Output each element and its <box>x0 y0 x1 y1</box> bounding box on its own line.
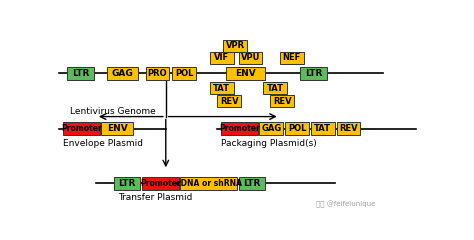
FancyBboxPatch shape <box>101 122 133 135</box>
Text: Promoter: Promoter <box>140 179 181 188</box>
Text: Transfer Plasmid: Transfer Plasmid <box>118 193 192 202</box>
FancyBboxPatch shape <box>238 52 263 64</box>
Text: Promoter: Promoter <box>219 124 260 133</box>
FancyBboxPatch shape <box>114 177 140 190</box>
Text: Packaging Plasmid(s): Packaging Plasmid(s) <box>221 139 317 148</box>
Text: REV: REV <box>220 97 238 106</box>
FancyBboxPatch shape <box>263 82 287 94</box>
Text: ENV: ENV <box>235 69 256 78</box>
Text: cDNA or shRNA: cDNA or shRNA <box>176 179 242 188</box>
FancyBboxPatch shape <box>337 122 360 135</box>
FancyBboxPatch shape <box>210 52 234 64</box>
Text: VPR: VPR <box>226 41 245 50</box>
FancyBboxPatch shape <box>142 177 179 190</box>
Text: REV: REV <box>273 97 292 106</box>
FancyBboxPatch shape <box>63 122 100 135</box>
Text: GAG: GAG <box>261 124 282 133</box>
FancyBboxPatch shape <box>223 40 247 52</box>
FancyBboxPatch shape <box>221 122 258 135</box>
FancyBboxPatch shape <box>210 82 234 94</box>
Text: Promoter: Promoter <box>61 124 101 133</box>
Text: POL: POL <box>288 124 306 133</box>
Text: Envelope Plasmid: Envelope Plasmid <box>63 139 143 148</box>
Text: PRO: PRO <box>148 69 167 78</box>
Text: VIF: VIF <box>214 54 229 62</box>
FancyBboxPatch shape <box>300 67 328 80</box>
FancyBboxPatch shape <box>66 67 94 80</box>
FancyBboxPatch shape <box>227 67 265 80</box>
Text: POL: POL <box>175 69 193 78</box>
Text: REV: REV <box>339 124 358 133</box>
Text: 知乎 @feifeiunique: 知乎 @feifeiunique <box>316 201 376 208</box>
FancyBboxPatch shape <box>173 67 196 80</box>
Text: TAT: TAT <box>266 84 283 93</box>
Text: GAG: GAG <box>112 69 134 78</box>
Text: NEF: NEF <box>283 54 301 62</box>
FancyBboxPatch shape <box>239 177 265 190</box>
FancyBboxPatch shape <box>271 95 294 107</box>
FancyBboxPatch shape <box>146 67 169 80</box>
Text: LTR: LTR <box>118 179 136 188</box>
Text: TAT: TAT <box>213 84 230 93</box>
Text: TAT: TAT <box>314 124 331 133</box>
Text: VPU: VPU <box>241 54 260 62</box>
FancyBboxPatch shape <box>107 67 138 80</box>
FancyBboxPatch shape <box>311 122 335 135</box>
Text: ENV: ENV <box>107 124 128 133</box>
Text: LTR: LTR <box>305 69 322 78</box>
Text: Lentivirus Genome: Lentivirus Genome <box>70 107 156 116</box>
FancyBboxPatch shape <box>259 122 283 135</box>
FancyBboxPatch shape <box>181 177 237 190</box>
FancyBboxPatch shape <box>280 52 303 64</box>
Text: LTR: LTR <box>244 179 261 188</box>
FancyBboxPatch shape <box>217 95 241 107</box>
Text: LTR: LTR <box>72 69 89 78</box>
FancyBboxPatch shape <box>285 122 309 135</box>
